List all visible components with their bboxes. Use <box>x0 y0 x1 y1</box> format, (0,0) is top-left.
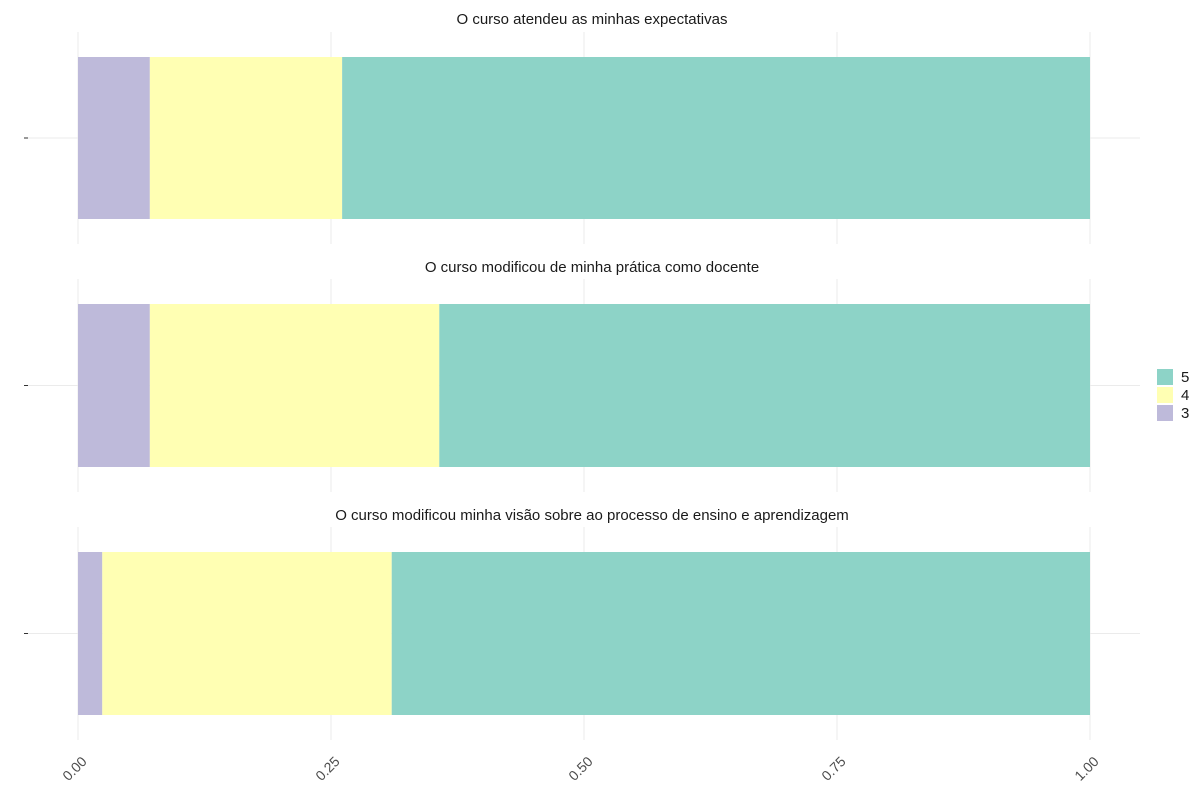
x-tick-label: 0.75 <box>818 753 849 784</box>
legend-key-5 <box>1157 369 1173 385</box>
facet-title: O curso atendeu as minhas expectativas <box>457 11 728 28</box>
bar-segment-level-4 <box>102 552 392 715</box>
legend-label-5: 5 <box>1181 369 1189 386</box>
legend-key-3 <box>1157 405 1173 421</box>
bar-segment-level-3 <box>78 552 103 715</box>
bar-segment-level-4 <box>149 57 343 219</box>
legend-key-4 <box>1157 387 1173 403</box>
x-tick-label: 1.00 <box>1071 753 1102 784</box>
legend-label-4: 4 <box>1181 387 1189 404</box>
bar-segment-level-3 <box>78 57 150 219</box>
facet-title: O curso modificou minha visão sobre ao p… <box>335 507 849 524</box>
bar-segment-level-3 <box>78 304 150 467</box>
x-tick-label: 0.50 <box>565 753 596 784</box>
bar-segment-level-5 <box>342 57 1091 219</box>
x-tick-label: 0.00 <box>59 753 90 784</box>
bar-segment-level-4 <box>149 304 440 467</box>
facet-title: O curso modificou de minha prática como … <box>425 259 759 276</box>
bar-segment-level-5 <box>439 304 1090 467</box>
x-tick-label: 0.25 <box>312 753 343 784</box>
bar-segment-level-5 <box>391 552 1091 715</box>
legend-label-3: 3 <box>1181 405 1189 422</box>
